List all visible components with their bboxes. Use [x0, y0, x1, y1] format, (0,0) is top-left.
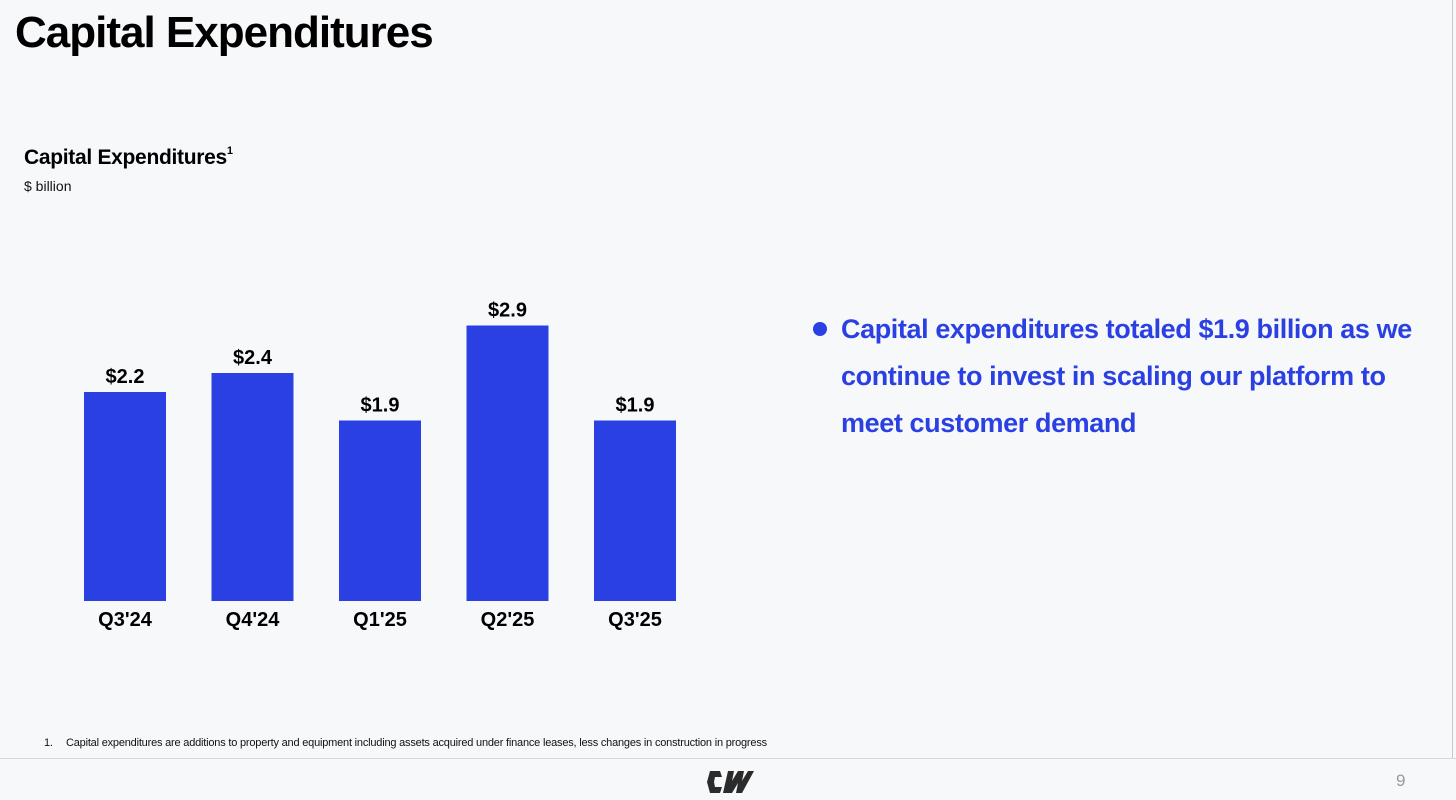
bullet-text: Capital expenditures totaled $1.9 billio…	[841, 314, 1412, 438]
bar-Q2'25	[466, 325, 549, 601]
chart-unit-label: $ billion	[24, 178, 72, 194]
footnote: 1. Capital expenditures are additions to …	[44, 737, 767, 749]
bullet-dot-icon	[813, 322, 827, 336]
right-border	[1452, 0, 1453, 758]
data-label: $1.9	[616, 395, 655, 417]
bar-chart: $2.2 Q3'24 $2.4 Q4'24 $1.9 Q1'25 $2.9 Q2'25 $1.9…	[84, 300, 676, 631]
chart-title-footnote-marker: 1	[226, 145, 233, 157]
footer-divider	[0, 758, 1456, 759]
page-title: Capital Expenditures	[15, 8, 434, 57]
coreweave-logo-icon	[707, 771, 754, 793]
bar-Q4'24	[211, 373, 294, 601]
data-label: $2.4	[233, 347, 273, 369]
footnote-number: 1.	[44, 737, 53, 749]
category-label: Q1'25	[353, 609, 407, 631]
chart-title-text: Capital Expenditures	[24, 146, 227, 169]
category-label: Q4'24	[226, 609, 281, 631]
category-label: Q2'25	[481, 609, 535, 631]
data-label: $2.2	[106, 366, 145, 388]
footnote-text: Capital expenditures are additions to pr…	[66, 737, 767, 749]
bar-Q3'25	[594, 420, 676, 601]
category-label: Q3'25	[608, 609, 662, 631]
data-label: $2.9	[488, 300, 527, 322]
bar-Q1'25	[339, 420, 421, 601]
data-label: $1.9	[361, 395, 400, 417]
bar-Q3'24	[84, 392, 166, 601]
chart-title: Capital Expenditures1	[24, 145, 233, 170]
page-number: 9	[1396, 771, 1406, 790]
category-label: Q3'24	[98, 609, 153, 631]
